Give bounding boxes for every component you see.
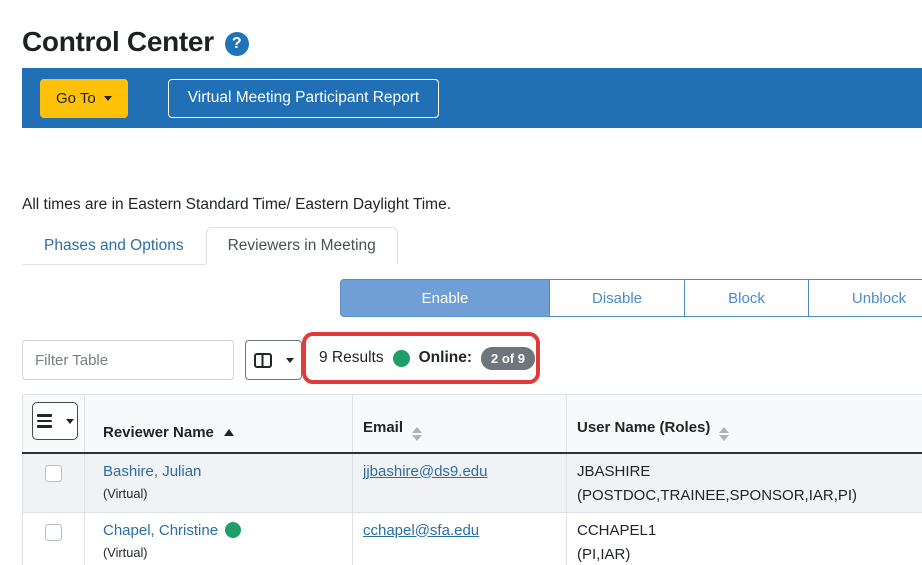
table-header: Reviewer Name Email User Name (Roles): [22, 394, 922, 454]
email-link[interactable]: cchapel@sfa.edu: [363, 521, 480, 539]
go-to-button[interactable]: Go To: [40, 78, 128, 118]
online-dot-icon: [225, 522, 242, 538]
username: CCHAPEL1: [577, 521, 657, 539]
filter-table-input[interactable]: [22, 340, 234, 380]
timezone-note: All times are in Eastern Standard Time/ …: [22, 196, 452, 213]
select-cell: [22, 511, 85, 565]
reviewer-name-link[interactable]: Chapel, Christine: [103, 521, 219, 539]
chevron-down-icon: [103, 95, 112, 101]
email-cell: jjbashire@ds9.edu: [352, 452, 567, 513]
username-roles-cell: JBASHIRE (POSTDOC,TRAINEE,SPONSOR,IAR,PI…: [566, 452, 922, 513]
online-label: Online:: [418, 349, 473, 366]
go-to-label: Go To: [56, 89, 96, 107]
table-columns-icon: [253, 352, 272, 368]
sort-icon: [719, 426, 730, 441]
row-menu-dropdown-button[interactable]: [32, 402, 78, 440]
help-icon[interactable]: ?: [224, 32, 249, 56]
username: JBASHIRE: [577, 462, 651, 480]
roles: (PI,IAR): [577, 545, 631, 563]
table-row: Bashire, Julian (Virtual) jjbashire@ds9.…: [22, 452, 922, 513]
online-status-dot-icon: [392, 349, 410, 367]
results-count: 9 Results: [319, 349, 384, 366]
page-title: Control Center: [22, 26, 214, 57]
column-header-user-name-roles[interactable]: User Name (Roles): [566, 394, 922, 454]
toolbar: Go To Virtual Meeting Participant Report: [22, 68, 922, 128]
username-roles-cell: CCHAPEL1 (PI,IAR): [566, 511, 922, 565]
participation-mode: (Virtual): [103, 485, 148, 501]
reviewer-name-cell: Bashire, Julian (Virtual): [84, 452, 353, 513]
select-cell: [22, 452, 85, 513]
hamburger-icon: [36, 414, 52, 428]
reviewer-name-link[interactable]: Bashire, Julian: [103, 462, 202, 480]
disable-button[interactable]: Disable: [549, 279, 685, 317]
online-count-badge: 2 of 9: [481, 346, 535, 370]
unblock-button[interactable]: Unblock: [808, 279, 922, 317]
block-button[interactable]: Block: [684, 279, 809, 317]
table-row: Chapel, Christine (Virtual) cchapel@sfa.…: [22, 511, 922, 565]
column-header-reviewer-name[interactable]: Reviewer Name: [84, 394, 353, 454]
enable-button[interactable]: Enable: [340, 279, 550, 317]
page-header: Control Center ?: [22, 26, 249, 58]
chevron-down-icon: [285, 357, 294, 363]
row-checkbox[interactable]: [45, 464, 62, 482]
tab-bar: Phases and Options Reviewers in Meeting: [22, 227, 398, 265]
columns-dropdown-button[interactable]: [245, 340, 302, 380]
reviewers-table: Reviewer Name Email User Name (Roles) Ba…: [22, 394, 922, 565]
roles: (POSTDOC,TRAINEE,SPONSOR,IAR,PI): [577, 486, 858, 504]
email-link[interactable]: jjbashire@ds9.edu: [363, 462, 488, 480]
chevron-down-icon: [65, 418, 74, 424]
column-header-email[interactable]: Email: [352, 394, 567, 454]
sort-ascending-icon: [223, 428, 234, 436]
row-checkbox[interactable]: [45, 523, 62, 541]
email-cell: cchapel@sfa.edu: [352, 511, 567, 565]
header-select-cell: [22, 394, 85, 454]
reviewer-name-cell: Chapel, Christine (Virtual): [84, 511, 353, 565]
annotation-highlight-box: 9 Results Online: 2 of 9: [302, 332, 540, 384]
sort-icon: [412, 426, 423, 441]
tab-phases-and-options[interactable]: Phases and Options: [44, 237, 184, 254]
virtual-meeting-participant-report-button[interactable]: Virtual Meeting Participant Report: [167, 78, 440, 118]
participation-mode: (Virtual): [103, 544, 148, 560]
action-button-group: Enable Disable Block Unblock: [340, 279, 922, 317]
tab-reviewers-in-meeting[interactable]: Reviewers in Meeting: [205, 227, 398, 265]
